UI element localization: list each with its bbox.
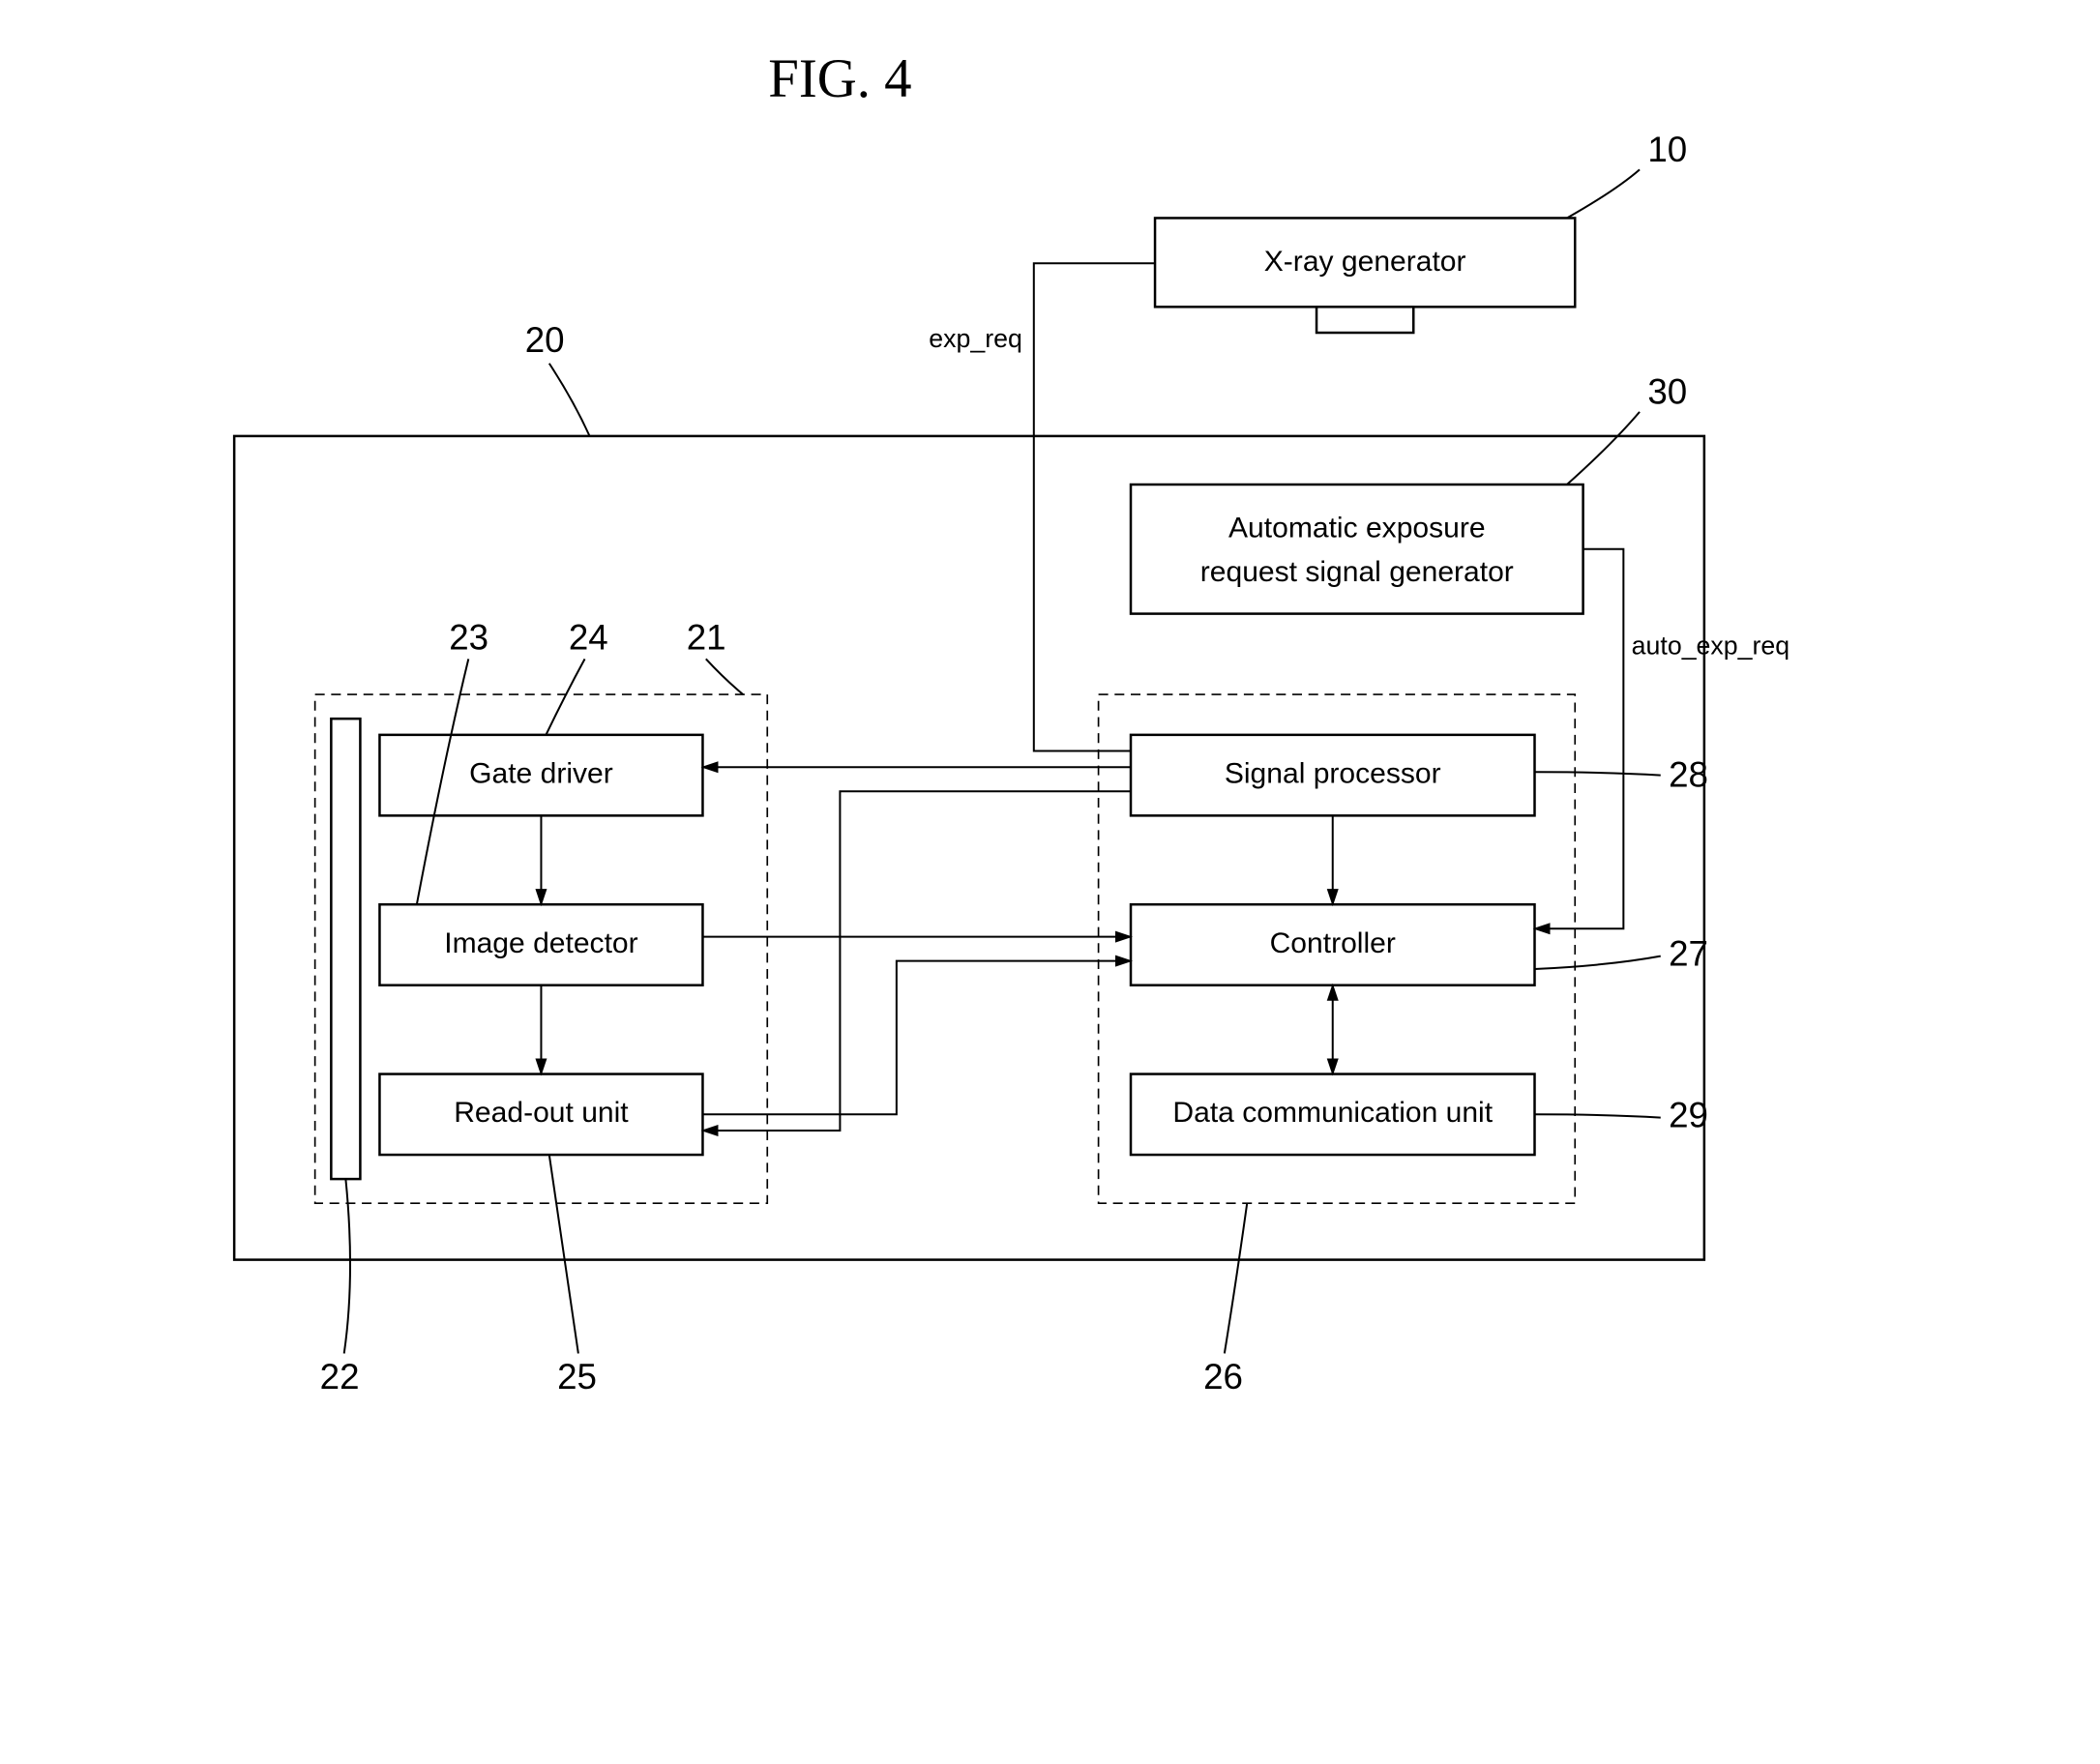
xray-generator-label: X-ray generator [1264,246,1466,278]
xray-generator-emitter [1316,307,1413,333]
svg-text:Data communication unit: Data communication unit [1172,1097,1493,1129]
ref-23: 23 [449,617,488,657]
ref-29: 29 [1669,1096,1708,1135]
xray-generator-block: X-ray generator [1155,218,1575,333]
ref-20: 20 [525,320,565,360]
image-detector-block: Image detector [379,904,702,985]
auto-exposure-label-line1: Automatic exposure [1228,513,1486,544]
ref-30: 30 [1647,372,1687,412]
scintillator-bar [331,719,360,1179]
ref-21: 21 [687,617,726,657]
svg-text:Gate driver: Gate driver [469,758,613,790]
readout-unit-block: Read-out unit [379,1074,702,1156]
svg-text:Signal processor: Signal processor [1225,758,1441,790]
ref-22: 22 [320,1357,360,1396]
svg-text:Controller: Controller [1270,927,1396,959]
auto-exposure-label-line2: request signal generator [1200,556,1514,588]
svg-text:Read-out unit: Read-out unit [454,1097,629,1129]
ref-25: 25 [557,1357,597,1396]
gate-driver-block: Gate driver [379,735,702,816]
ref-28: 28 [1669,754,1708,794]
figure-canvas: FIG. 4 X-ray generator Automatic exposur… [0,0,2100,1615]
ref-27: 27 [1669,934,1708,974]
ref-10: 10 [1647,130,1687,169]
auto-exposure-generator-block: Automatic exposure request signal genera… [1131,485,1583,614]
exp-req-label: exp_req [929,324,1022,353]
figure-title: FIG. 4 [768,48,911,109]
signal-processor-block: Signal processor [1131,735,1535,816]
svg-text:Image detector: Image detector [444,927,637,959]
ref-24: 24 [569,617,608,657]
ref-26: 26 [1203,1357,1243,1396]
data-communication-block: Data communication unit [1131,1074,1535,1156]
auto-exp-req-label: auto_exp_req [1632,631,1789,660]
controller-block: Controller [1131,904,1535,985]
